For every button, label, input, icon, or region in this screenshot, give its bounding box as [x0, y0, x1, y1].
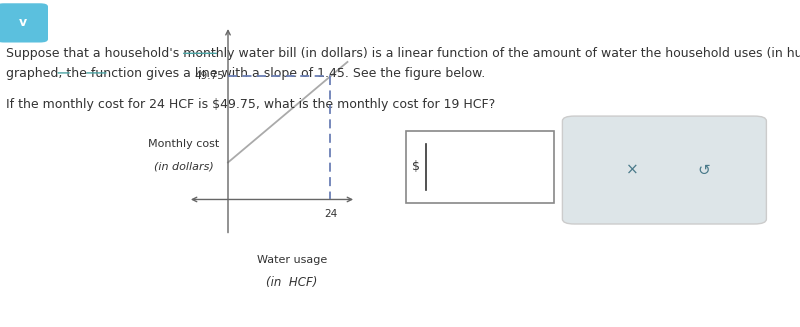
Text: graphed, the function gives a line with a slope of 1.45. See the figure below.: graphed, the function gives a line with …	[6, 67, 486, 80]
FancyBboxPatch shape	[562, 116, 766, 224]
Text: ×: ×	[626, 163, 638, 178]
Text: Suppose that a household's monthly water bill (in dollars) is a linear function : Suppose that a household's monthly water…	[6, 47, 800, 60]
Text: If the monthly cost for 24 HCF is $49.75, what is the monthly cost for 19 HCF?: If the monthly cost for 24 HCF is $49.75…	[6, 98, 496, 111]
Text: (in  HCF): (in HCF)	[266, 276, 318, 289]
Text: 49.75: 49.75	[195, 71, 225, 81]
Text: ↺: ↺	[698, 163, 710, 178]
Text: (in dollars): (in dollars)	[154, 162, 214, 172]
Text: $: $	[412, 160, 420, 173]
Text: v: v	[18, 16, 26, 29]
Text: Water usage: Water usage	[257, 255, 327, 265]
Text: 24: 24	[324, 209, 337, 219]
FancyBboxPatch shape	[406, 131, 554, 203]
Text: Monthly cost: Monthly cost	[148, 139, 220, 149]
FancyBboxPatch shape	[0, 3, 48, 43]
